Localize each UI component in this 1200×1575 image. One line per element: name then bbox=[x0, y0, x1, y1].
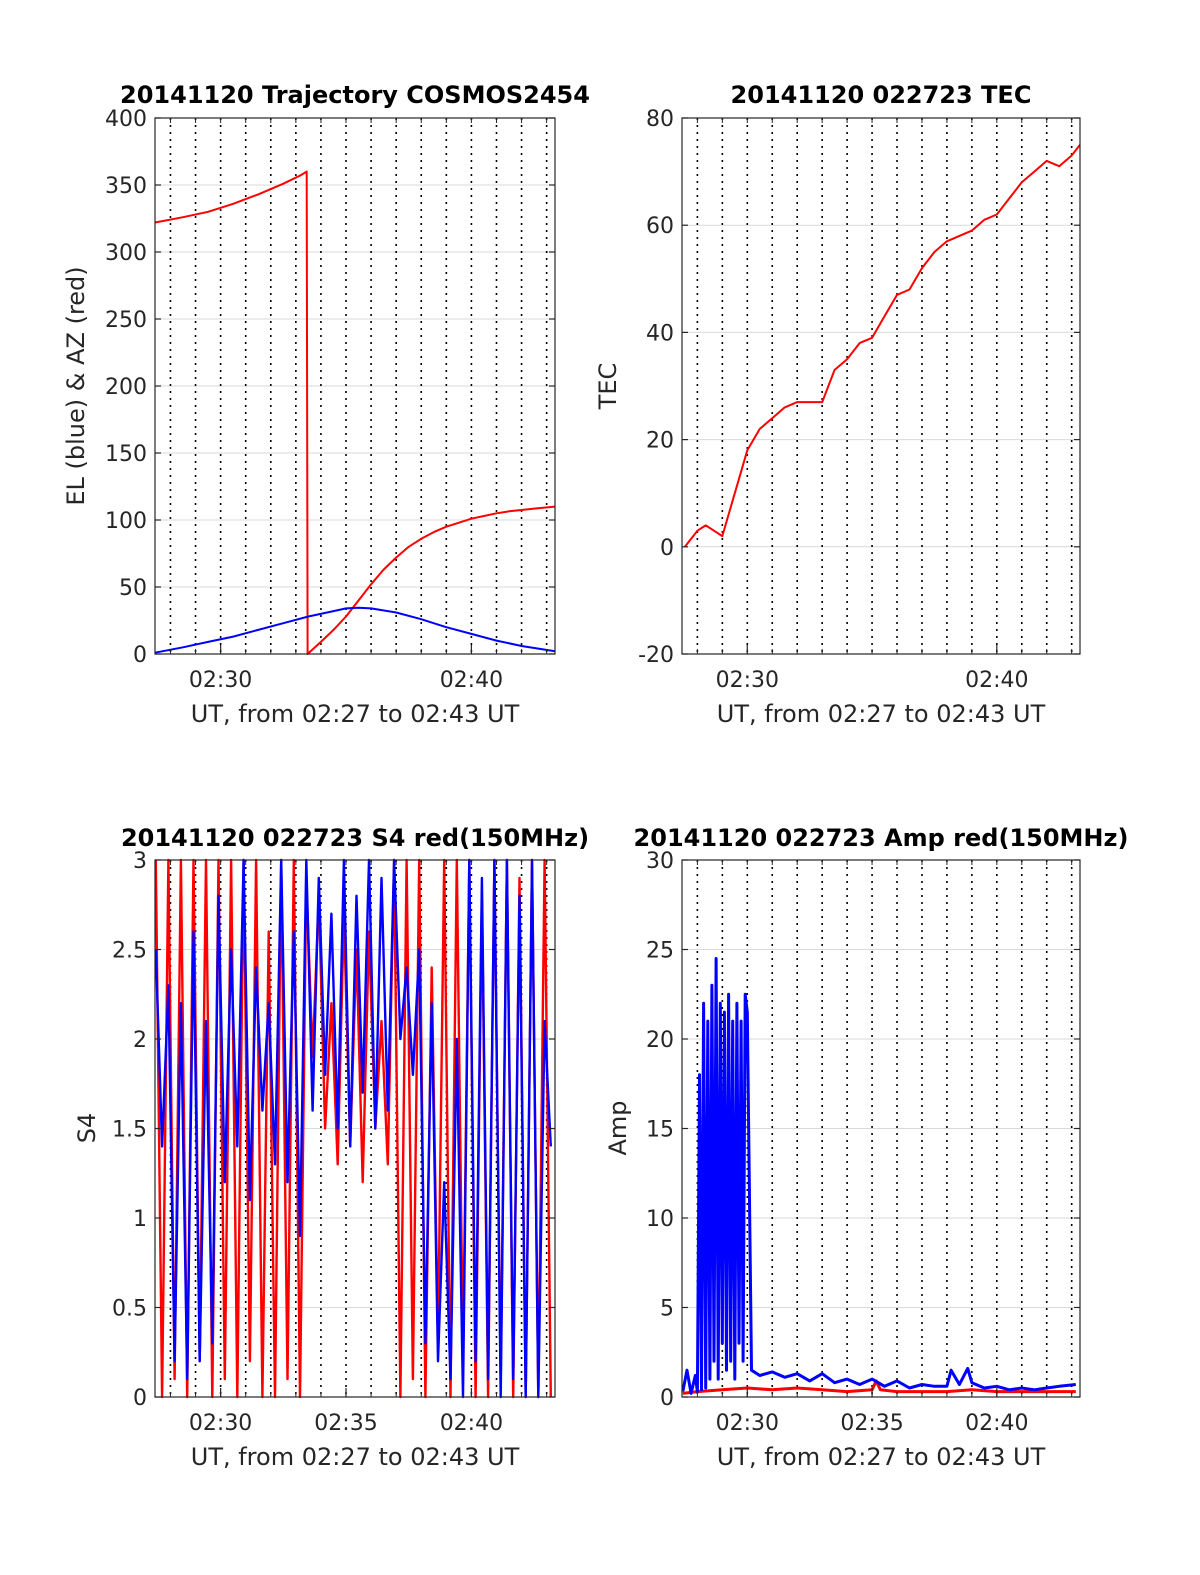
x-axis-label: UT, from 02:27 to 02:43 UT bbox=[191, 700, 520, 728]
panel-trajectory: 20141120 Trajectory COSMOS2454 0 50 100 150… bbox=[62, 81, 590, 728]
y-tick-label: 2 bbox=[133, 1028, 147, 1053]
y-tick-label: 1 bbox=[133, 1207, 147, 1232]
x-tick-label: 02:30 bbox=[189, 1411, 252, 1436]
x-tick-labels: 02:30 02:35 02:40 bbox=[169, 860, 548, 1436]
x-axis-label: UT, from 02:27 to 02:43 UT bbox=[717, 700, 1046, 728]
y-tick-label: 0 bbox=[133, 1386, 147, 1411]
series-line bbox=[154, 606, 556, 654]
y-tick-label: 350 bbox=[105, 174, 147, 199]
x-axis-label: UT, from 02:27 to 02:43 UT bbox=[191, 1443, 520, 1471]
y-tick-label: 50 bbox=[119, 576, 147, 601]
y-tick-label: 0 bbox=[660, 1386, 674, 1411]
series-line bbox=[681, 957, 1076, 1395]
series-layer bbox=[684, 144, 1081, 548]
panel-title: 20141120 Trajectory COSMOS2454 bbox=[120, 81, 590, 109]
y-tick-label: 20 bbox=[646, 429, 674, 454]
series-line bbox=[684, 144, 1081, 548]
y-tick-label: 40 bbox=[646, 321, 674, 346]
y-tick-label: 80 bbox=[646, 107, 674, 132]
y-axis-label: EL (blue) & AZ (red) bbox=[62, 266, 90, 505]
x-tick-label: 02:30 bbox=[716, 1411, 779, 1436]
panel-title: 20141120 022723 S4 red(150MHz) bbox=[121, 824, 589, 852]
y-tick-labels: 0 50 100 150 200 250 300 350 400 bbox=[105, 107, 555, 668]
x-tick-labels: 02:30 02:40 bbox=[169, 118, 548, 693]
series-line bbox=[154, 858, 552, 1399]
x-tick-label: 02:30 bbox=[189, 668, 252, 693]
panel-title: 20141120 022723 Amp red(150MHz) bbox=[634, 824, 1129, 852]
y-tick-label: 5 bbox=[660, 1297, 674, 1322]
panel-title: 20141120 022723 TEC bbox=[731, 81, 1032, 109]
x-tick-label: 02:40 bbox=[440, 668, 503, 693]
x-tick-label: 02:35 bbox=[314, 1411, 377, 1436]
y-tick-label: -20 bbox=[638, 643, 674, 668]
y-tick-label: 0 bbox=[133, 643, 147, 668]
x-tick-labels: 02:30 02:40 bbox=[696, 118, 1073, 693]
y-tick-label: 100 bbox=[105, 509, 147, 534]
y-axis-label: Amp bbox=[604, 1100, 632, 1155]
y-tick-labels: 0 0.5 1 1.5 2 2.5 3 bbox=[112, 849, 555, 1411]
y-axis-label: TEC bbox=[594, 363, 622, 411]
y-tick-label: 1.5 bbox=[112, 1118, 147, 1143]
y-tick-label: 15 bbox=[646, 1118, 674, 1143]
panel-s4: 20141120 022723 S4 red(150MHz) 0 0.5 1 1.5 2… bbox=[73, 824, 589, 1471]
y-tick-label: 250 bbox=[105, 308, 147, 333]
y-tick-label: 150 bbox=[105, 442, 147, 467]
y-tick-label: 10 bbox=[646, 1207, 674, 1232]
series-line bbox=[154, 170, 556, 655]
y-tick-label: 200 bbox=[105, 375, 147, 400]
y-tick-label: 0 bbox=[660, 536, 674, 561]
y-tick-labels: -20 0 20 40 60 80 bbox=[638, 107, 1080, 668]
y-tick-label: 2.5 bbox=[112, 939, 147, 964]
y-tick-label: 30 bbox=[646, 849, 674, 874]
x-tick-label: 02:35 bbox=[840, 1411, 903, 1436]
grid-lines bbox=[155, 118, 555, 654]
x-tick-label: 02:40 bbox=[965, 1411, 1028, 1436]
y-tick-label: 0.5 bbox=[112, 1297, 147, 1322]
x-tick-label: 02:30 bbox=[716, 668, 779, 693]
series-layer bbox=[154, 170, 556, 655]
y-tick-label: 300 bbox=[105, 241, 147, 266]
x-tick-labels: 02:30 02:35 02:40 bbox=[696, 860, 1073, 1436]
series-layer bbox=[154, 858, 552, 1399]
x-tick-label: 02:40 bbox=[965, 668, 1028, 693]
y-tick-label: 60 bbox=[646, 214, 674, 239]
x-tick-label: 02:40 bbox=[440, 1411, 503, 1436]
panel-amp: 20141120 022723 Amp red(150MHz) 0 5 10 15 20… bbox=[604, 824, 1128, 1471]
grid-lines bbox=[682, 118, 1080, 654]
y-tick-label: 400 bbox=[105, 107, 147, 132]
y-tick-label: 25 bbox=[646, 939, 674, 964]
x-axis-label: UT, from 02:27 to 02:43 UT bbox=[717, 1443, 1046, 1471]
axes-frame bbox=[681, 117, 1081, 655]
y-tick-labels: 0 5 10 15 20 25 30 bbox=[646, 849, 1080, 1411]
y-tick-label: 3 bbox=[133, 849, 147, 874]
y-tick-label: 20 bbox=[646, 1028, 674, 1053]
y-axis-label: S4 bbox=[73, 1113, 101, 1144]
